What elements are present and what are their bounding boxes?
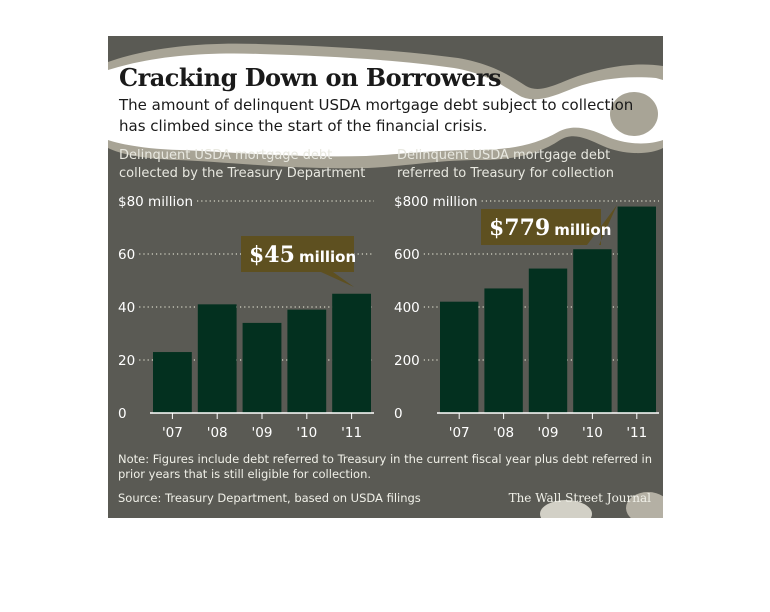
chart1-category-label: '08 [207,425,228,441]
chart2-category-label: '10 [582,425,603,441]
chart1-category-label: '09 [252,425,273,441]
chart1-y-tick-label: $80 million [118,194,193,210]
chart2-bar [573,249,612,413]
chart1-callout-amount: $45 [249,242,295,268]
note: Note: Figures include debt referred to T… [118,452,658,482]
chart2-callout-box [481,205,617,245]
blob-dot-1 [610,92,658,136]
chart-referred: 0 200 400 600 $800 million '07 '08 '09 '10 '11 $77… [394,194,659,441]
chart1-bar [242,322,282,413]
chart2-category-label: '08 [493,425,514,441]
chart2-bar [440,301,479,413]
chart-collected: 0 20 40 60 $80 million '07 '08 '09 '10 '11 $45 mill… [118,194,374,441]
chart1-bar [287,309,327,413]
chart2-category-label: '07 [449,425,470,441]
chart2-y-tick-label: 600 [394,247,420,263]
page-title: Cracking Down on Borrowers [119,63,502,92]
chart1-category-label: '07 [162,425,183,441]
infographic: Cracking Down on Borrowers The amount of… [108,36,663,518]
note-line-1: Note: Figures include debt referred to T… [118,452,653,466]
blob-dot-3 [626,492,663,518]
subtitle-line-2: has climbed since the start of the finan… [119,117,488,135]
chart1-title-line-1: Delinquent USDA mortgage debt [119,148,333,163]
chart2-category-label: '11 [626,425,647,441]
decorative-blob [108,43,663,518]
publisher-credit: The Wall Street Journal [508,491,651,505]
chart1-callout-unit: million [299,248,356,266]
chart2-title-line-1: Delinquent USDA mortgage debt [397,148,611,163]
chart1-bar [197,304,237,413]
chart1-callout-box [241,236,354,287]
chart1-y-tick-label: 60 [118,247,135,263]
chart1-bar [153,352,192,413]
chart2-callout-amount: $779 [489,215,550,241]
chart2-callout-unit: million [554,221,611,239]
chart2-bar [617,206,656,413]
chart2-y-tick-label: 200 [394,353,420,369]
chart2-title-line-2: referred to Treasury for collection [397,166,614,181]
chart1-category-label: '10 [296,425,317,441]
blob-inner [108,53,663,157]
chart2-y-tick-label: 0 [394,406,403,422]
chart2-y-tick-label: 400 [394,300,420,316]
chart2-bar [528,268,568,413]
chart1-y-tick-label: 40 [118,300,135,316]
chart2-y-tick-label: $800 million [394,194,478,210]
chart1-category-label: '11 [341,425,362,441]
blob-dot-2 [540,500,592,518]
chart1-y-tick-label: 20 [118,353,135,369]
note-line-2: prior years that is still eligible for c… [118,467,372,481]
chart2-bar [484,288,523,413]
chart2-category-label: '09 [538,425,559,441]
subtitle-line-1: The amount of delinquent USDA mortgage d… [119,96,634,114]
chart1-bar [332,293,371,413]
source-line: Source: Treasury Department, based on US… [118,491,421,505]
chart1-y-tick-label: 0 [118,406,127,422]
chart1-title-line-2: collected by the Treasury Department [119,166,366,181]
